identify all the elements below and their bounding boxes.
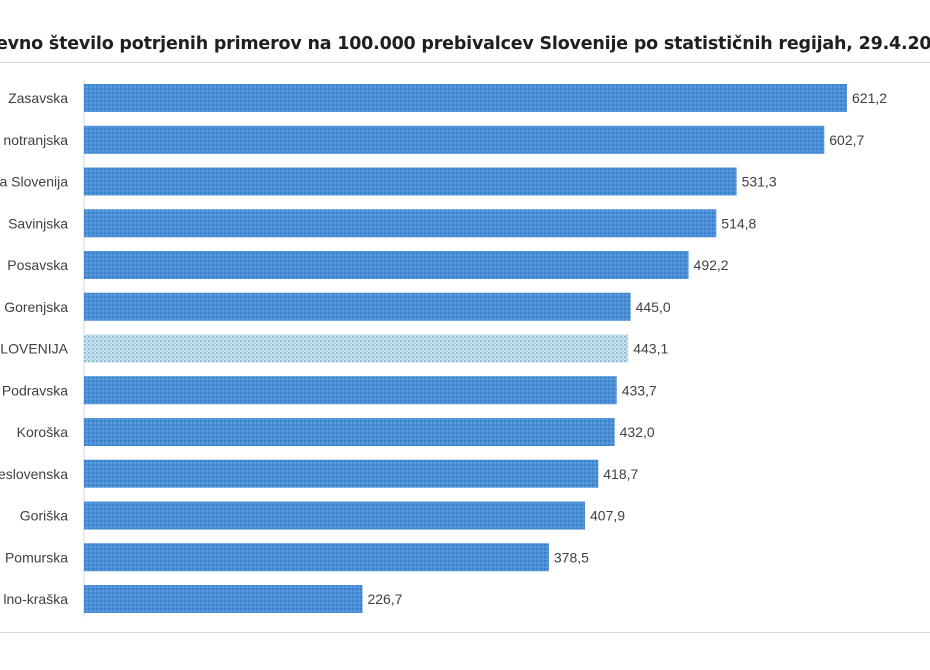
value-label-11: 407,9 — [590, 508, 625, 524]
value-label-7: 443,1 — [633, 341, 668, 357]
category-label-4: Savinjska — [8, 215, 68, 231]
category-label-3: a Slovenija — [0, 174, 68, 190]
category-label-5: Posavska — [7, 257, 68, 273]
bar-7 — [84, 334, 629, 363]
chart-title-text: evno število potrjenih primerov na 100.0… — [0, 34, 930, 54]
category-label-1: Zasavska — [8, 90, 68, 106]
bar-5 — [84, 251, 689, 279]
bar-4 — [84, 209, 717, 238]
value-label-2: 602,7 — [829, 132, 864, 148]
category-label-9: Koroška — [17, 424, 69, 440]
chart-frame-top — [0, 62, 930, 63]
chart-frame-bottom — [0, 632, 930, 633]
category-label-13: lno-kraška — [3, 591, 68, 607]
category-label-7: SLOVENIJA — [0, 341, 69, 357]
value-label-8: 433,7 — [622, 382, 657, 398]
bar-10 — [84, 459, 599, 488]
category-label-10: eslovenska — [0, 466, 68, 482]
bar-12 — [84, 543, 549, 572]
bar-2 — [84, 125, 825, 154]
bar-11 — [84, 501, 586, 530]
bar-9 — [84, 418, 615, 446]
category-label-6: Gorenjska — [4, 299, 68, 315]
value-label-5: 492,2 — [694, 257, 729, 273]
bar-8 — [84, 376, 617, 405]
bars-layer: Zasavska 621,2 notranjska 602,7 a Slovenija 5… — [0, 84, 887, 613]
category-label-2: notranjska — [3, 132, 68, 148]
category-label-8: Podravska — [2, 382, 68, 398]
category-label-12: Pomurska — [5, 549, 68, 565]
bar-1 — [84, 84, 847, 112]
value-label-6: 445,0 — [636, 299, 671, 315]
value-label-1: 621,2 — [852, 90, 887, 106]
bar-6 — [84, 292, 631, 321]
value-label-12: 378,5 — [554, 549, 589, 565]
value-label-10: 418,7 — [603, 466, 638, 482]
value-label-9: 432,0 — [620, 424, 655, 440]
category-label-11: Goriška — [20, 508, 68, 524]
bar-3 — [84, 167, 737, 196]
bar-13 — [84, 585, 363, 613]
value-label-3: 531,3 — [742, 174, 777, 190]
value-label-4: 514,8 — [721, 215, 756, 231]
chart-title: evno število potrjenih primerov na 100.0… — [0, 34, 930, 54]
value-label-13: 226,7 — [367, 591, 402, 607]
